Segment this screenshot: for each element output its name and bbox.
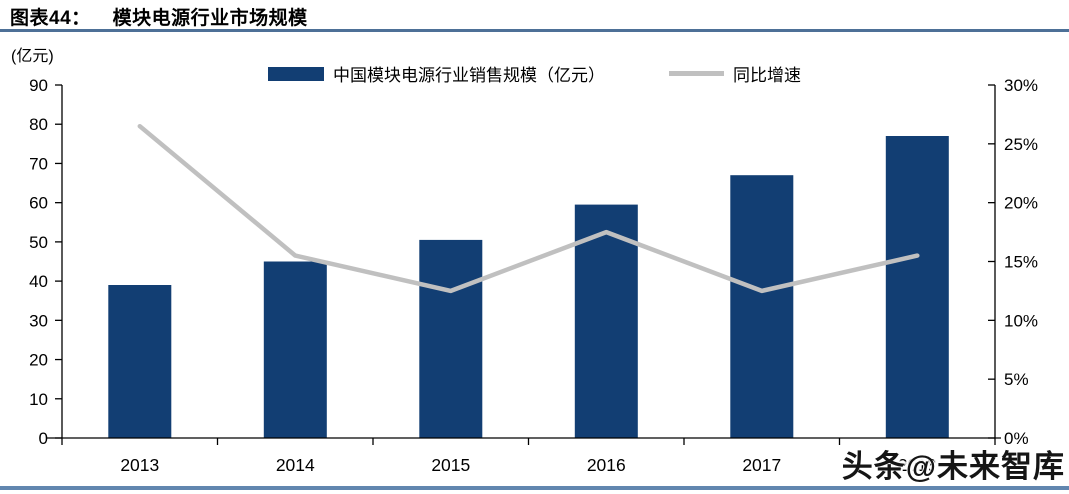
right-axis-tick-label: 25% — [1004, 135, 1038, 154]
right-axis-tick-label: 0% — [1004, 429, 1029, 448]
x-axis-label-2017: 2017 — [742, 455, 781, 475]
x-axis-label-2018: 2018 — [898, 455, 937, 475]
bar-2013 — [108, 285, 172, 438]
right-axis-tick-label: 15% — [1004, 253, 1038, 272]
bar-2015 — [419, 239, 483, 438]
right-axis-tick-label: 5% — [1004, 370, 1029, 389]
line-series-swatch-icon — [669, 71, 724, 76]
right-axis-tick-label: 30% — [1004, 76, 1038, 95]
figure-label: 图表44： — [10, 8, 91, 29]
bar-series-swatch-icon — [268, 66, 324, 81]
right-axis-tick-label: 20% — [1004, 194, 1038, 213]
left-axis-tick-label: 20 — [29, 351, 48, 370]
left-axis-tick-label: 50 — [29, 233, 48, 252]
left-axis-tick-label: 70 — [29, 154, 48, 173]
legend-item-sales: 中国模块电源行业销售规模（亿元） — [268, 61, 605, 86]
x-axis-label-2013: 2013 — [120, 455, 159, 475]
legend-label-sales: 中国模块电源行业销售规模（亿元） — [333, 66, 605, 85]
x-axis-label-2015: 2015 — [431, 455, 470, 475]
bar-2014 — [263, 261, 327, 438]
left-axis-unit-label: (亿元) — [11, 48, 54, 65]
x-axis-label-2016: 2016 — [587, 455, 626, 475]
title-divider — [0, 29, 1069, 32]
chart-legend: 中国模块电源行业销售规模（亿元） 同比增速 — [0, 61, 1069, 86]
right-axis-tick-label: 10% — [1004, 311, 1038, 330]
x-axis-label-2014: 2014 — [276, 455, 315, 475]
left-axis-tick-label: 10 — [29, 390, 48, 409]
figure-title: 模块电源行业市场规模 — [112, 8, 308, 29]
left-axis-tick-label: 60 — [29, 194, 48, 213]
legend-label-growth: 同比增速 — [733, 66, 801, 85]
bar-2018 — [885, 136, 949, 438]
legend-item-growth: 同比增速 — [669, 61, 801, 86]
bar-2017 — [730, 175, 794, 438]
growth-line — [137, 123, 920, 294]
bottom-divider — [0, 486, 1069, 490]
left-axis-tick-label: 40 — [29, 272, 48, 291]
left-axis-tick-label: 0 — [39, 429, 48, 448]
figure-header: 图表44： 模块电源行业市场规模 — [10, 3, 308, 30]
watermark: 头条@未来智库 — [841, 449, 1065, 484]
bar-2016 — [574, 204, 638, 438]
left-axis-tick-label: 90 — [29, 76, 48, 95]
left-axis-tick-label: 80 — [29, 115, 48, 134]
left-axis-tick-label: 30 — [29, 311, 48, 330]
